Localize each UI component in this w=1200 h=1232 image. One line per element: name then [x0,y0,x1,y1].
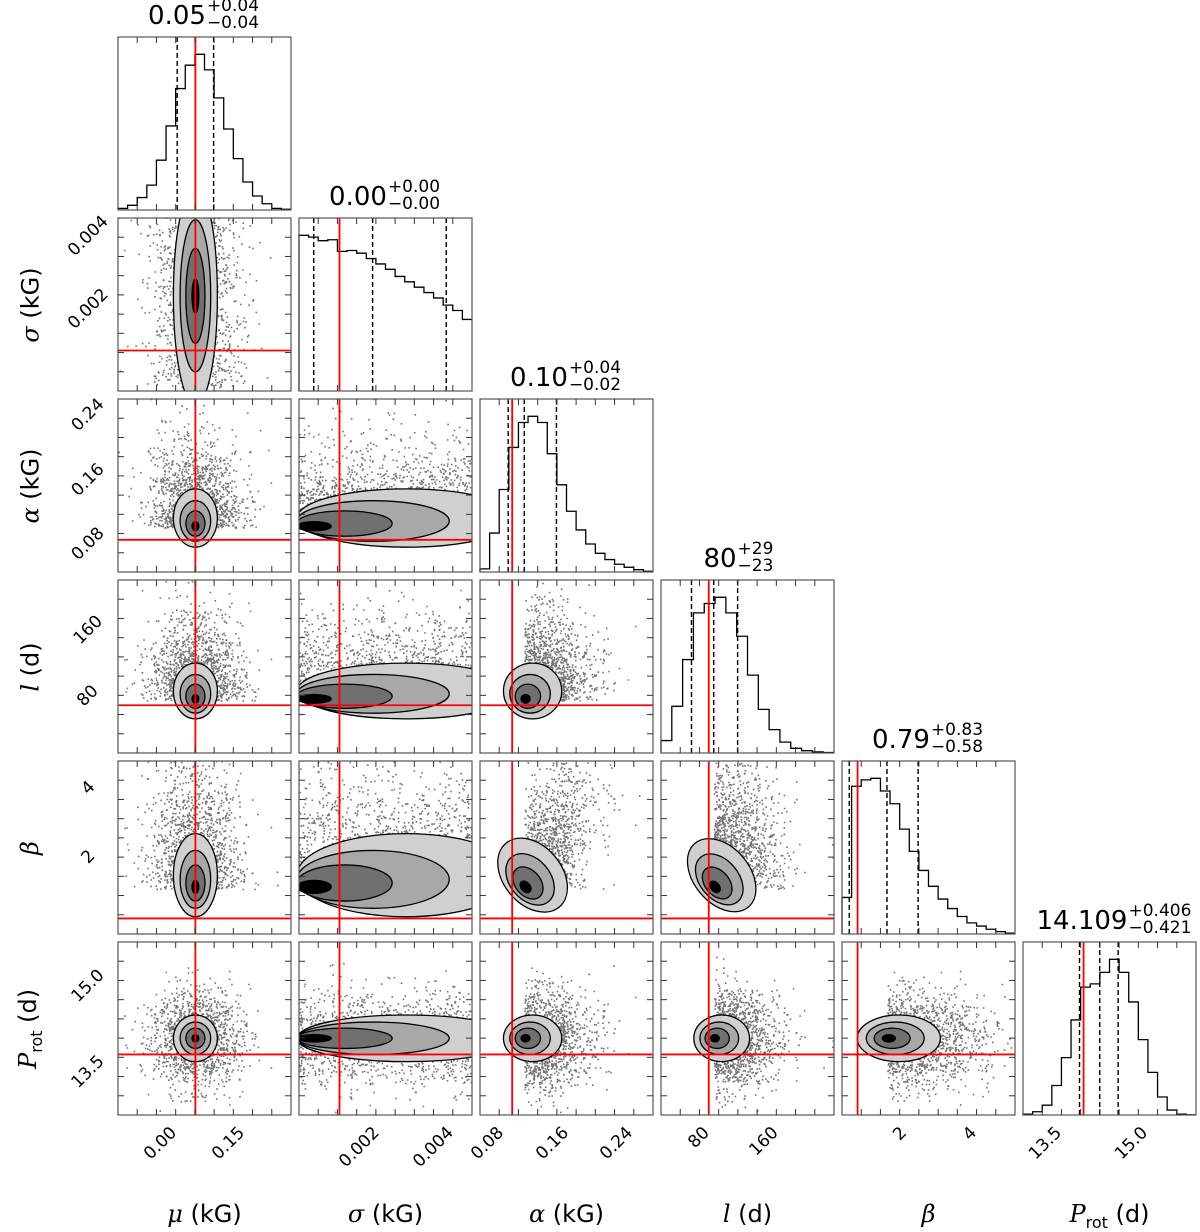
panel-frame [298,398,473,573]
panel-frame [479,760,654,935]
panel-frame [479,398,654,573]
panel-title-mu: 0.05 +0.04 −0.04 [148,0,260,33]
histogram-step [298,234,472,391]
x-axis-label-l: l (d) [722,1200,773,1228]
x-axis-label-beta: β [921,1200,936,1228]
panel-frame [479,579,654,754]
contour-panel-beta-prot [841,941,1016,1116]
histogram-step [117,53,291,210]
panel-title-prot: 14.109 +0.406 −0.421 [1036,901,1192,938]
contour-panel-mu-alpha [117,398,292,573]
panel-frame [841,941,1016,1116]
y-axis-label-beta: β [15,840,44,855]
contour-panel-mu-l [117,579,292,754]
y-axis-label-alpha: α (kG) [16,447,45,524]
panel-title-l: 80 +29 −23 [703,539,774,576]
panel-frame [1022,941,1197,1116]
sample-scatter [713,956,834,1112]
panel-frame [117,579,292,754]
contour-panel-alpha-beta [479,760,654,935]
x-axis-label-mu: μ (kG) [167,1200,242,1228]
panel-frame [660,579,835,754]
contour-level-4 [519,880,532,894]
panel-frame [298,760,473,935]
contour-panel-l-beta [660,760,835,935]
panel-frame [660,941,835,1116]
y-axis-label-sigma: σ (kG) [16,266,45,343]
contour-panel-mu-prot [117,941,292,1116]
contour-level-3 [299,1027,393,1050]
sample-scatter [124,580,273,702]
y-axis-label-prot: Prot (d) [14,988,46,1069]
contour-level-4 [299,521,332,532]
contour-level-4 [520,693,531,704]
histogram-step [660,596,834,754]
sample-scatter [299,962,472,1114]
x-axis-label-alpha: α (kG) [528,1200,605,1228]
panel-frame [841,760,1016,935]
hist-panel-prot [1022,941,1197,1116]
panel-frame [660,760,835,935]
contour-panel-alpha-l [479,579,654,754]
panel-title-beta: 0.79 +0.83 −0.58 [872,720,984,757]
sample-scatter [524,580,637,702]
x-axis-label-prot: Prot (d) [1069,1200,1150,1232]
histogram-step [1022,958,1196,1116]
histogram-step [479,415,653,572]
hist-panel-sigma [298,217,473,392]
contour-level-4 [299,879,332,895]
sample-scatter [524,965,637,1114]
contour-panel-sigma-alpha [298,398,473,573]
panel-frame [117,398,292,573]
panel-frame [298,941,473,1116]
panel-frame [479,941,654,1116]
contour-level-4 [520,1034,531,1043]
histogram-step [841,777,1015,934]
contour-panel-alpha-prot [479,941,654,1116]
contour-panel-sigma-l [298,579,473,754]
panel-frame [117,217,292,392]
contour-panel-mu-sigma [117,217,292,392]
sample-scatter [524,761,641,891]
y-axis-label-l: l (d) [16,641,45,692]
panel-frame [298,579,473,754]
hist-panel-alpha [479,398,654,573]
panel-title-alpha: 0.10 +0.04 −0.02 [510,358,622,395]
panel-title-sigma: 0.00 +0.00 −0.00 [329,177,441,214]
panel-frame [117,760,292,935]
x-axis-label-sigma: σ (kG) [347,1200,424,1228]
hist-panel-beta [841,760,1016,935]
contour-panel-mu-beta [117,760,292,935]
contour-panel-l-prot [660,941,835,1116]
hist-panel-mu [117,36,292,211]
contour-level-4 [709,1034,720,1043]
contour-panel-sigma-prot [298,941,473,1116]
panel-frame [117,941,292,1116]
panel-frame [117,36,292,211]
contour-level-4 [708,880,721,894]
hist-panel-l [660,579,835,754]
contour-level-4 [881,1034,896,1043]
contour-level-4 [299,693,332,704]
contour-level-4 [299,1034,332,1043]
contour-panel-sigma-beta [298,760,473,935]
panel-frame [298,217,473,392]
